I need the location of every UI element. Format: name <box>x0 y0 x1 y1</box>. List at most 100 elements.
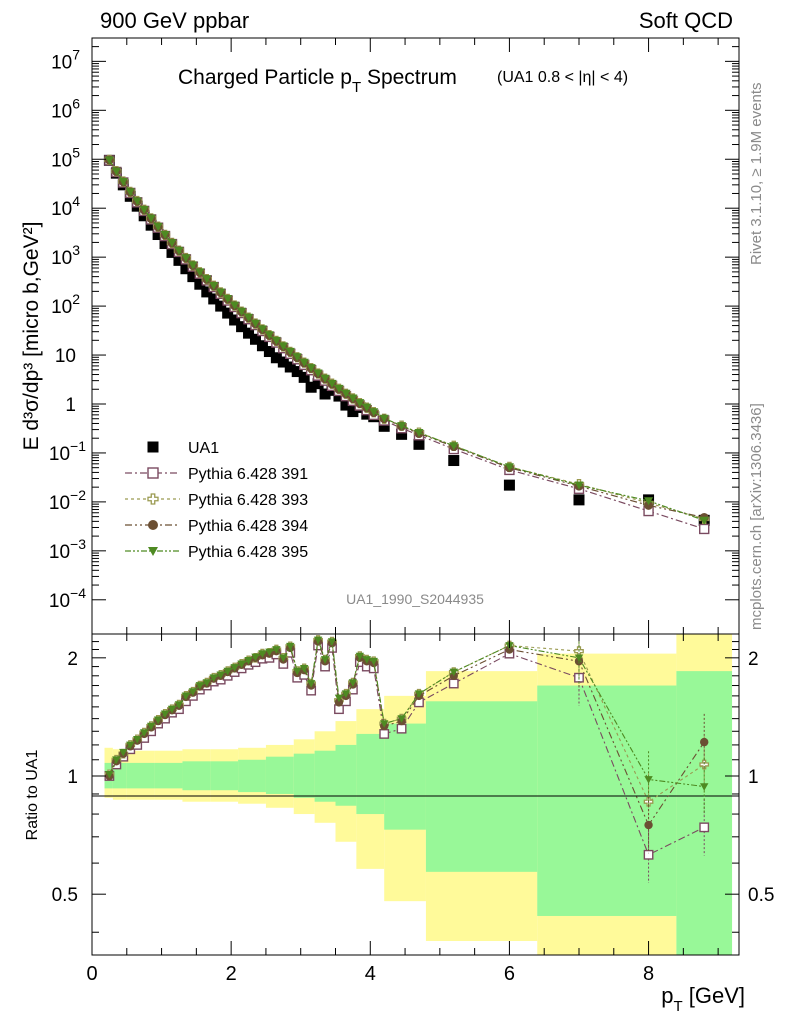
ratio-point <box>293 667 302 676</box>
x-tick-label: 0 <box>86 963 97 985</box>
y-tick-label: 10−3 <box>49 536 86 563</box>
ratio-point <box>414 690 424 698</box>
ratio-point <box>327 638 337 646</box>
data-point <box>201 286 213 298</box>
data-point <box>699 523 710 535</box>
ratio-point <box>397 715 406 723</box>
ratio-point <box>320 656 330 664</box>
plot-title-note: (UA1 0.8 < |η| < 4) <box>497 69 628 86</box>
main-series-layer <box>103 154 710 535</box>
ratio-y-axis-title: Ratio to UA1 <box>24 750 41 841</box>
data-point <box>284 361 296 373</box>
data-point <box>327 379 337 388</box>
ratio-point <box>334 694 344 703</box>
data-point <box>278 342 288 351</box>
data-point <box>174 246 184 255</box>
legend-marker <box>148 547 158 556</box>
data-point <box>379 414 389 423</box>
x-axis-title: pT [GeV] <box>661 983 745 1015</box>
ratio-point <box>699 759 710 770</box>
data-point <box>448 455 460 467</box>
data-point <box>362 403 372 412</box>
analysis-label: UA1_1990_S2044935 <box>346 591 484 607</box>
ratio-point <box>223 667 232 676</box>
legend-label: Pythia 6.428 391 <box>188 466 308 483</box>
y-tick-base: 10 <box>49 493 70 514</box>
ratio-point <box>699 822 710 833</box>
data-point <box>249 333 261 345</box>
y-tick-base: 10 <box>51 150 72 171</box>
ratio-point <box>396 723 407 734</box>
x-tick-label: 6 <box>504 963 515 985</box>
data-point <box>250 319 260 328</box>
ratio-tick-label-right: 2 <box>748 649 759 670</box>
legend-marker <box>148 520 158 530</box>
legend-marker <box>147 441 159 453</box>
y-tick-base: 10 <box>49 542 70 563</box>
uncertainty-band-inner <box>335 744 357 806</box>
data-point <box>355 399 365 408</box>
y-tick-base: 10 <box>51 297 72 318</box>
data-point <box>208 293 220 305</box>
data-point <box>104 156 114 165</box>
uncertainty-band-inner <box>265 756 294 794</box>
y-tick-exponent: 5 <box>72 144 80 160</box>
ratio-point <box>643 849 654 860</box>
ratio-point <box>448 678 459 689</box>
ratio-point <box>119 748 128 757</box>
ratio-point <box>279 654 288 663</box>
data-point <box>195 268 205 277</box>
data-point <box>271 336 281 346</box>
uncertainty-bands <box>104 634 733 955</box>
legend-marker <box>147 493 159 505</box>
uncertainty-band-inner <box>154 762 183 789</box>
ratio-point <box>167 705 177 714</box>
y-tick-label: 102 <box>51 291 80 318</box>
ratio-point <box>126 741 135 750</box>
ratio-point <box>216 671 225 680</box>
data-point <box>334 384 344 394</box>
ratio-point <box>174 701 184 709</box>
data-point <box>313 369 323 378</box>
ratio-point <box>379 720 389 728</box>
uncertainty-band-inner <box>537 685 677 916</box>
ratio-point <box>188 688 198 696</box>
legend-marker <box>147 467 159 479</box>
data-point <box>202 275 212 284</box>
y-tick-exponent: 6 <box>72 95 80 111</box>
ratio-point <box>700 783 709 791</box>
legend-label: Pythia 6.428 395 <box>188 544 308 561</box>
y-tick-label: 1 <box>65 395 76 416</box>
data-point <box>153 222 163 231</box>
ratio-point <box>202 679 211 687</box>
ratio-point <box>251 653 260 662</box>
ratio-point <box>379 729 390 739</box>
ratio-tick-label: 0.5 <box>52 885 78 906</box>
ratio-point <box>160 710 170 719</box>
data-point <box>145 219 157 231</box>
ratio-point <box>362 656 372 664</box>
y-tick-exponent: −1 <box>70 438 86 454</box>
ratio-plot: 2 2 1 1 0.5 0.5 Ratio to UA1 <box>24 633 774 956</box>
data-point <box>397 422 407 431</box>
uncertainty-band-inner <box>182 761 211 791</box>
ratio-point <box>299 665 309 673</box>
source-label: mcplots.cern.ch [arXiv:1306.3436] <box>748 403 765 630</box>
data-point <box>215 300 227 312</box>
data-point <box>644 497 654 506</box>
ratio-tick-label: 1 <box>67 767 78 788</box>
data-point <box>166 246 178 258</box>
y-tick-label: 103 <box>51 242 80 269</box>
uncertainty-band-inner <box>238 759 266 793</box>
data-point <box>244 313 254 322</box>
ratio-point <box>237 660 246 669</box>
legend: UA1 Pythia 6.428 391 Pythia 6.428 393 Pythi… <box>125 440 308 561</box>
legend-label: Pythia 6.428 393 <box>188 492 308 509</box>
y-tick-label: 107 <box>51 46 80 73</box>
data-point <box>236 321 248 333</box>
uncertainty-band-inner <box>210 761 239 791</box>
ratio-tick-label: 2 <box>67 649 78 670</box>
ratio-point <box>306 680 316 688</box>
ratio-point <box>209 674 218 682</box>
data-point <box>320 374 330 383</box>
